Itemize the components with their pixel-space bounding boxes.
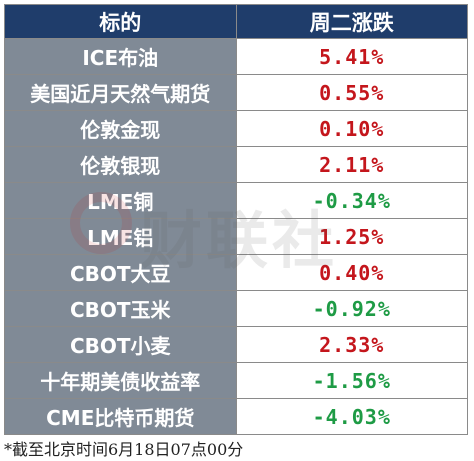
asset-name: 十年期美债收益率 — [4, 362, 237, 399]
change-value: 2.11% — [235, 146, 468, 183]
change-value: 0.55% — [235, 74, 468, 111]
asset-name: LME铝 — [4, 218, 237, 255]
asset-name: ICE布油 — [4, 38, 237, 75]
change-value: -0.34% — [235, 182, 468, 219]
change-value: 0.40% — [235, 254, 468, 291]
table-row: CBOT小麦 2.33% — [4, 326, 468, 363]
market-change-table: 标的 周二涨跌 ICE布油 5.41% 美国近月天然气期货 0.55% 伦敦金现 0.10… — [4, 4, 468, 435]
table-row: ICE布油 5.41% — [4, 38, 468, 75]
asset-name: CBOT小麦 — [4, 326, 237, 363]
header-name-column: 标的 — [4, 4, 237, 39]
change-value: 5.41% — [235, 38, 468, 75]
table-row: LME铜 -0.34% — [4, 182, 468, 219]
table-row: CBOT玉米 -0.92% — [4, 290, 468, 327]
asset-name: CBOT大豆 — [4, 254, 237, 291]
table-row: LME铝 1.25% — [4, 218, 468, 255]
change-value: -0.92% — [235, 290, 468, 327]
asset-name: CME比特币期货 — [4, 398, 237, 435]
header-change-column: 周二涨跌 — [235, 4, 468, 39]
table-row: CME比特币期货 -4.03% — [4, 398, 468, 435]
asset-name: CBOT玉米 — [4, 290, 237, 327]
table-row: CBOT大豆 0.40% — [4, 254, 468, 291]
change-value: 0.10% — [235, 110, 468, 147]
change-value: 1.25% — [235, 218, 468, 255]
asset-name: 伦敦银现 — [4, 146, 237, 183]
asset-name: LME铜 — [4, 182, 237, 219]
table-header-row: 标的 周二涨跌 — [4, 4, 468, 39]
asset-name: 美国近月天然气期货 — [4, 74, 237, 111]
change-value: 2.33% — [235, 326, 468, 363]
table-row: 美国近月天然气期货 0.55% — [4, 74, 468, 111]
asset-name: 伦敦金现 — [4, 110, 237, 147]
table-row: 伦敦金现 0.10% — [4, 110, 468, 147]
table-row: 伦敦银现 2.11% — [4, 146, 468, 183]
change-value: -4.03% — [235, 398, 468, 435]
change-value: -1.56% — [235, 362, 468, 399]
table-row: 十年期美债收益率 -1.56% — [4, 362, 468, 399]
footnote: *截至北京时间6月18日07点00分 — [4, 440, 244, 459]
